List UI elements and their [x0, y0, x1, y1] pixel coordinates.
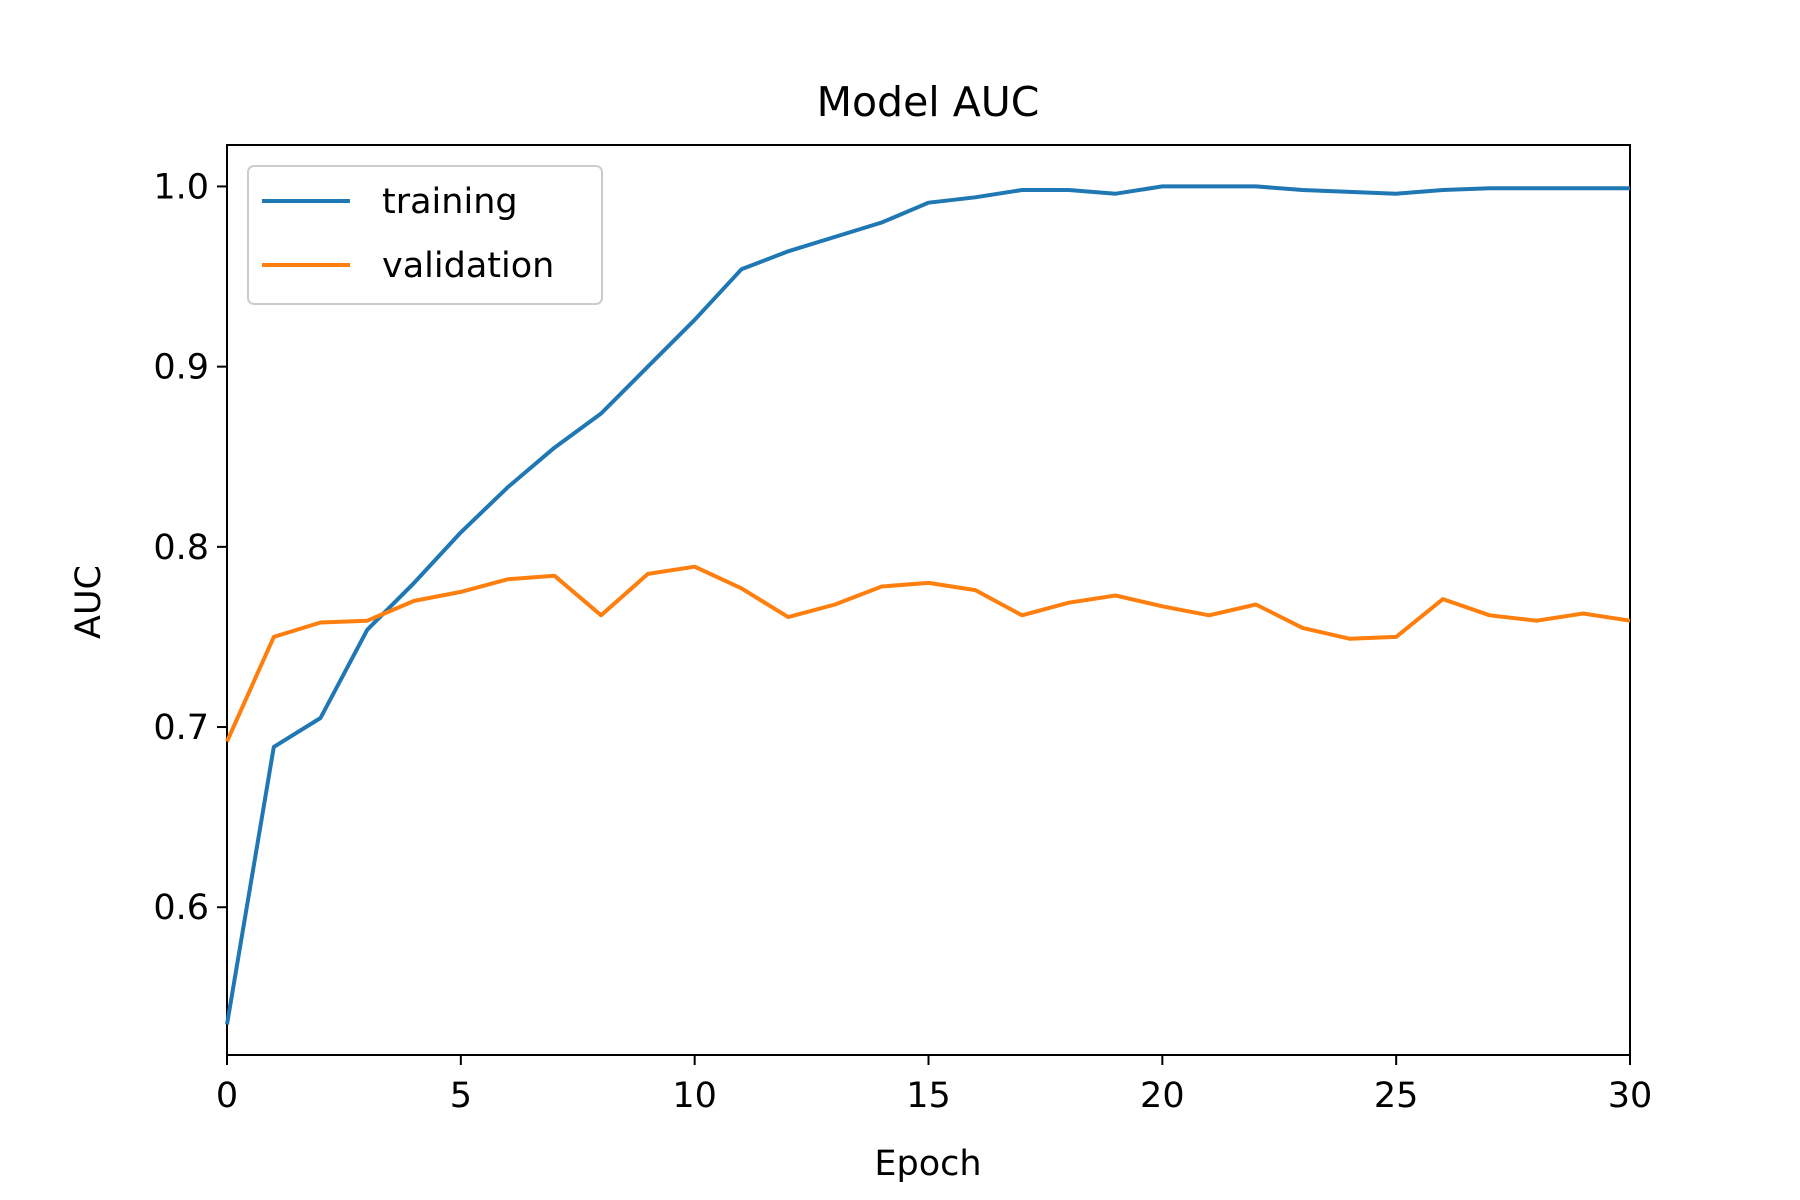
chart-title: Model AUC	[817, 78, 1040, 126]
y-tick-label-0.9: 0.9	[153, 348, 209, 388]
y-axis: 0.6 0.7 0.8 0.9 1.0	[153, 167, 227, 928]
x-tick-label-20: 20	[1140, 1076, 1185, 1116]
x-tick-label-30: 30	[1608, 1076, 1653, 1116]
legend-label-validation: validation	[382, 246, 554, 286]
series-line-validation	[225, 564, 1631, 743]
legend: training validation	[247, 165, 603, 305]
y-tick-label-0.6: 0.6	[153, 888, 209, 928]
x-tick-label-25: 25	[1374, 1076, 1419, 1116]
x-tick-label-0: 0	[216, 1076, 238, 1116]
x-tick-label-5: 5	[450, 1076, 472, 1116]
series-layer	[225, 184, 1631, 1025]
x-axis: 0 5 10 15 20 25 30	[216, 1055, 1652, 1116]
x-tick-label-15: 15	[906, 1076, 951, 1116]
y-tick-label-1.0: 1.0	[153, 167, 209, 207]
y-tick-label-0.8: 0.8	[153, 528, 209, 568]
series-line-training	[225, 184, 1630, 1025]
y-axis-label: AUC	[69, 565, 109, 639]
y-tick-label-0.7: 0.7	[153, 708, 209, 748]
legend-label-training: training	[382, 182, 518, 222]
x-tick-label-10: 10	[672, 1076, 717, 1116]
x-axis-label: Epoch	[874, 1144, 981, 1184]
